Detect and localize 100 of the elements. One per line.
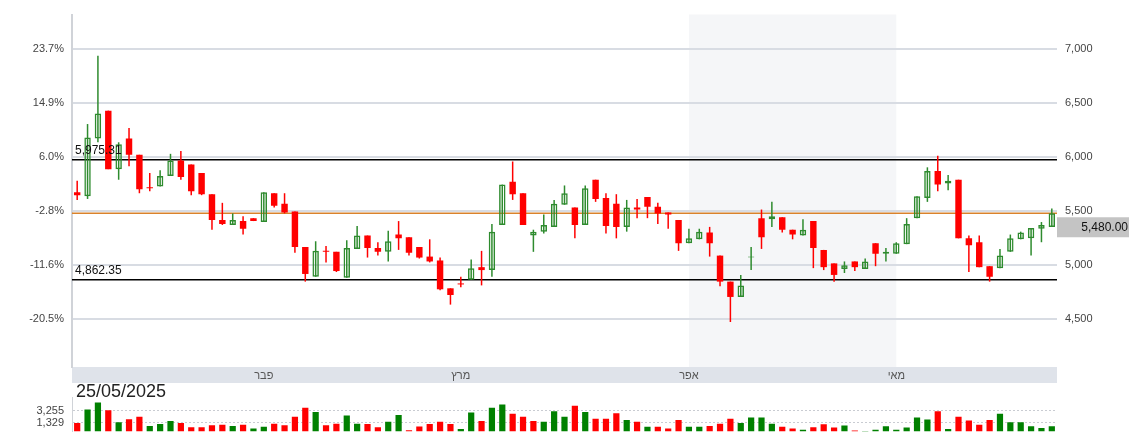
bar (136, 416, 143, 432)
bar (478, 421, 485, 432)
x-tick-label: פבר (254, 368, 274, 381)
bar (727, 418, 734, 432)
bar (374, 427, 381, 432)
bar (965, 420, 972, 432)
y-tick-label: 5,000 (1065, 258, 1093, 271)
x-tick-label: אפר (679, 368, 699, 381)
bar (530, 421, 537, 432)
candlestick (125, 127, 133, 168)
bar (955, 416, 962, 432)
bar (488, 407, 496, 432)
y2-tick-label: 6.0% (38, 150, 65, 163)
y-tick-label: 3,255 (36, 403, 64, 416)
candlestick (571, 206, 579, 240)
y2-tick-label: 14.9% (32, 96, 65, 109)
bar (519, 416, 527, 432)
candlestick (965, 234, 973, 273)
bar (157, 424, 164, 432)
candlestick (675, 219, 682, 252)
candlestick (872, 242, 879, 267)
candlestick (374, 241, 382, 257)
bar (468, 412, 475, 432)
bar (385, 421, 392, 432)
bar (623, 419, 630, 432)
bar (633, 421, 641, 432)
bar (582, 411, 589, 432)
bar (281, 425, 288, 432)
bar (84, 409, 91, 432)
candlestick (509, 160, 516, 201)
x-tick-label: מרץ (451, 368, 471, 381)
bar (841, 425, 848, 432)
bar (167, 421, 174, 432)
bar (1027, 426, 1035, 432)
candlestick (644, 196, 651, 219)
annotation: 25/05/2025 (76, 381, 167, 402)
bar (74, 422, 81, 432)
ref-line-label: 5,480.00 (1081, 219, 1129, 234)
bar (986, 419, 993, 432)
bar (758, 417, 765, 432)
candlestick (426, 238, 433, 264)
bar (436, 421, 444, 432)
bar (882, 426, 890, 432)
y-tick-label: 5,500 (1065, 204, 1093, 217)
bar (540, 421, 547, 432)
bar (1017, 422, 1024, 432)
bar (198, 427, 205, 432)
y-tick-label: 4,500 (1065, 312, 1093, 324)
bar (94, 402, 102, 432)
bar (996, 413, 1004, 432)
bar (644, 426, 651, 432)
candlestick (281, 192, 288, 215)
bar (924, 419, 931, 432)
candlestick (706, 226, 713, 258)
bar (592, 418, 599, 432)
candlestick (239, 215, 247, 236)
candlestick (613, 193, 620, 240)
bar (1048, 426, 1055, 432)
bar (551, 411, 558, 432)
bar (830, 427, 838, 432)
y2-tick-label: -2.8% (35, 203, 65, 216)
bar (291, 416, 299, 432)
bar (903, 427, 910, 432)
candlestick (758, 208, 765, 250)
bar (312, 411, 319, 432)
bar (302, 407, 309, 432)
bar (395, 414, 402, 432)
bar (561, 416, 568, 432)
candlestick (633, 198, 641, 219)
candlestick (830, 262, 838, 283)
candlestick (146, 172, 153, 193)
bar (602, 418, 610, 432)
bar (613, 413, 620, 432)
y-tick-label: 6,500 (1065, 96, 1093, 109)
bar (913, 417, 921, 432)
candlestick (322, 245, 330, 264)
y2-tick-label: 23.7% (32, 42, 65, 55)
bar (208, 425, 216, 432)
candlestick (405, 236, 413, 257)
bar (509, 413, 516, 432)
bar (748, 417, 755, 432)
candlestick (664, 211, 672, 230)
candlestick (727, 280, 734, 323)
y-tick-label: 1,329 (36, 415, 64, 428)
bar (810, 427, 817, 432)
bar (105, 410, 112, 432)
bar (934, 411, 941, 432)
bar (322, 425, 330, 432)
bar (675, 419, 682, 432)
candlestick (198, 172, 205, 196)
candlestick (934, 155, 941, 193)
bar (333, 423, 340, 432)
y-tick-label: 6,000 (1065, 150, 1093, 163)
bar (499, 404, 506, 432)
y2-tick-label: -11.6% (29, 257, 65, 270)
bar (447, 424, 454, 432)
y2-tick-label: -20.5% (29, 311, 65, 324)
candlestick (478, 250, 485, 287)
bar (364, 424, 371, 432)
candlestick (219, 202, 226, 226)
